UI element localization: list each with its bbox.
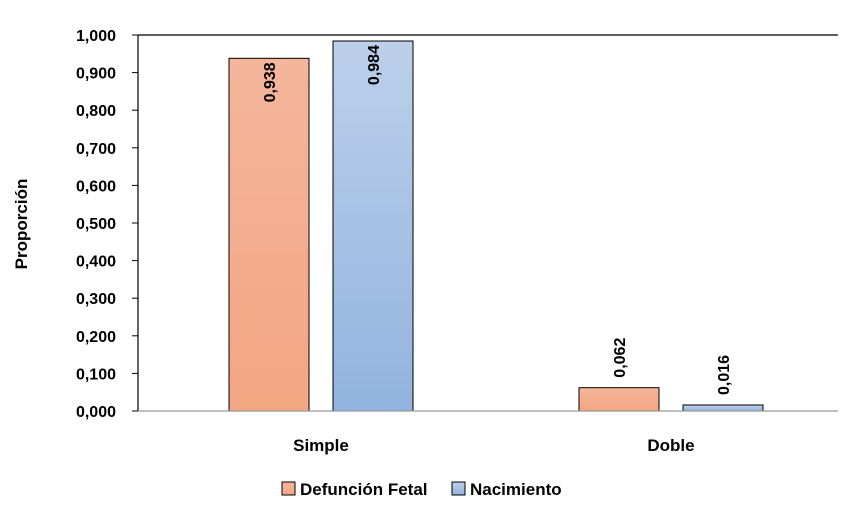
y-tick-label: 0,200 [76,329,116,346]
y-tick-label: 0,400 [76,254,116,271]
y-tick-label: 0,600 [76,178,116,195]
legend: Defunción Fetal Nacimiento [281,480,562,499]
legend-label: Nacimiento [470,480,562,499]
bar-doble-defuncion-fetal [578,387,660,412]
y-tick-label: 1,000 [76,28,116,45]
y-axis: 0,000 0,100 0,200 0,300 0,400 0,500 0,600 0,700… [76,28,138,421]
y-tick-label: 0,000 [76,404,116,421]
legend-swatch [281,481,296,496]
y-tick-label: 0,300 [76,291,116,308]
y-tick-label: 0,100 [76,366,116,383]
y-tick-label: 0,700 [76,141,116,158]
bars [228,40,764,412]
x-category-label: Simple [293,436,349,455]
data-label: 0,016 [716,355,733,395]
y-tick-label: 0,500 [76,216,116,233]
bar-simple-nacimiento [332,40,414,412]
x-axis: Simple Doble [138,410,838,455]
data-label: 0,062 [612,338,629,378]
y-axis-title: Proporción [12,179,31,270]
y-tick-label: 0,900 [76,66,116,83]
bar-simple-defuncion-fetal [228,57,310,412]
data-label: 0,938 [262,62,279,102]
data-labels: 0,938 0,984 0,062 0,016 [262,45,733,395]
data-label: 0,984 [366,45,383,85]
legend-label: Defunción Fetal [300,480,428,499]
x-category-label: Doble [647,436,694,455]
y-tick-label: 0,800 [76,103,116,120]
bar-doble-nacimiento [682,404,764,412]
legend-swatch [451,481,466,496]
